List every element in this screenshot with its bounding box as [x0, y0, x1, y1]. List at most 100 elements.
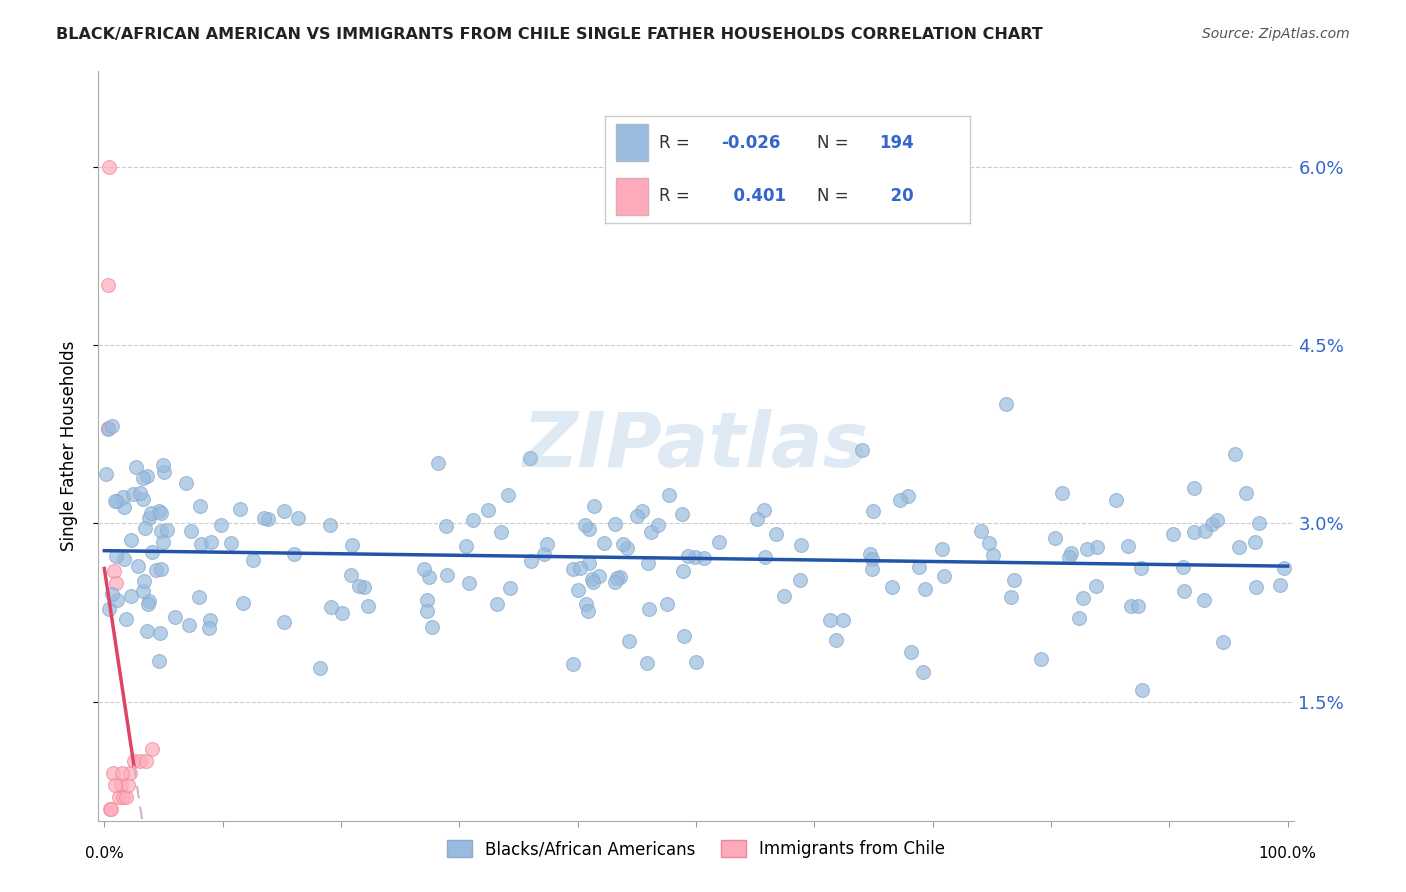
- Point: [100, 802, 122, 816]
- Point: [603, 516, 626, 531]
- Point: [138, 594, 160, 608]
- Point: [174, 476, 197, 491]
- Point: [105, 592, 128, 607]
- Point: [567, 582, 589, 597]
- Point: [561, 562, 583, 576]
- Text: 100.0%: 100.0%: [1258, 846, 1316, 861]
- Point: [1272, 561, 1295, 575]
- Point: [273, 615, 295, 629]
- Point: [190, 537, 212, 551]
- Point: [1201, 516, 1223, 531]
- Point: [1225, 447, 1247, 461]
- Point: [101, 766, 124, 780]
- Text: 20: 20: [879, 187, 914, 205]
- Point: [150, 506, 173, 520]
- Point: [353, 580, 375, 594]
- Point: [145, 563, 167, 577]
- Point: [228, 501, 250, 516]
- Point: [1050, 485, 1073, 500]
- Point: [1105, 493, 1128, 508]
- Text: 194: 194: [879, 134, 914, 152]
- Point: [900, 645, 922, 659]
- Point: [136, 469, 159, 483]
- Point: [149, 625, 172, 640]
- Point: [568, 561, 591, 575]
- Point: [200, 535, 222, 549]
- Y-axis label: Single Father Households: Single Father Households: [59, 341, 77, 551]
- Text: ZIPatlas: ZIPatlas: [523, 409, 869, 483]
- Point: [496, 488, 519, 502]
- Point: [135, 754, 157, 768]
- Point: [1182, 482, 1205, 496]
- Point: [606, 571, 628, 585]
- Point: [209, 518, 232, 533]
- Point: [977, 536, 1000, 550]
- Point: [332, 606, 354, 620]
- Point: [104, 494, 127, 508]
- Point: [1000, 591, 1022, 605]
- Point: [1173, 584, 1195, 599]
- Point: [995, 397, 1018, 411]
- Point: [981, 549, 1004, 563]
- Point: [463, 513, 485, 527]
- Point: [825, 633, 848, 648]
- Text: R =: R =: [659, 134, 690, 152]
- Point: [132, 471, 155, 485]
- Point: [499, 581, 522, 595]
- Point: [636, 657, 658, 671]
- Point: [672, 629, 695, 643]
- Point: [152, 458, 174, 472]
- Point: [190, 500, 212, 514]
- Point: [851, 443, 873, 458]
- Point: [418, 569, 440, 583]
- Point: [105, 549, 128, 564]
- Point: [436, 518, 458, 533]
- Text: N =: N =: [817, 187, 848, 205]
- Point: [340, 538, 363, 552]
- Text: R =: R =: [659, 187, 690, 205]
- Point: [198, 621, 221, 635]
- Point: [1059, 546, 1081, 560]
- Point: [120, 533, 142, 548]
- Point: [132, 584, 155, 599]
- Point: [141, 545, 163, 559]
- Point: [134, 521, 156, 535]
- Point: [136, 624, 159, 639]
- Point: [1119, 599, 1142, 614]
- Point: [112, 500, 135, 515]
- Point: [932, 569, 955, 583]
- Point: [640, 525, 662, 540]
- Point: [136, 598, 159, 612]
- Text: 0.0%: 0.0%: [84, 846, 124, 861]
- Point: [111, 766, 134, 780]
- Point: [427, 457, 450, 471]
- Point: [519, 553, 541, 567]
- Point: [232, 596, 254, 610]
- Text: Source: ZipAtlas.com: Source: ZipAtlas.com: [1202, 27, 1350, 41]
- Point: [180, 524, 202, 539]
- Point: [120, 589, 142, 603]
- Point: [1071, 591, 1094, 605]
- Point: [177, 617, 200, 632]
- Text: BLACK/AFRICAN AMERICAN VS IMMIGRANTS FROM CHILE SINGLE FATHER HOUSEHOLDS CORRELA: BLACK/AFRICAN AMERICAN VS IMMIGRANTS FRO…: [56, 27, 1043, 42]
- Point: [575, 597, 598, 611]
- Point: [98, 802, 121, 816]
- Point: [1043, 532, 1066, 546]
- Point: [97, 421, 120, 435]
- Point: [605, 574, 627, 589]
- Point: [626, 508, 648, 523]
- Text: N =: N =: [817, 134, 848, 152]
- Point: [1212, 635, 1234, 649]
- Point: [683, 550, 706, 565]
- Point: [94, 467, 117, 482]
- Point: [860, 562, 883, 576]
- Point: [1116, 539, 1139, 553]
- Point: [150, 524, 173, 538]
- Point: [685, 655, 707, 669]
- Point: [745, 512, 768, 526]
- Point: [647, 518, 669, 533]
- Point: [1244, 534, 1267, 549]
- Point: [97, 601, 120, 615]
- Point: [1205, 513, 1227, 527]
- Point: [583, 500, 606, 514]
